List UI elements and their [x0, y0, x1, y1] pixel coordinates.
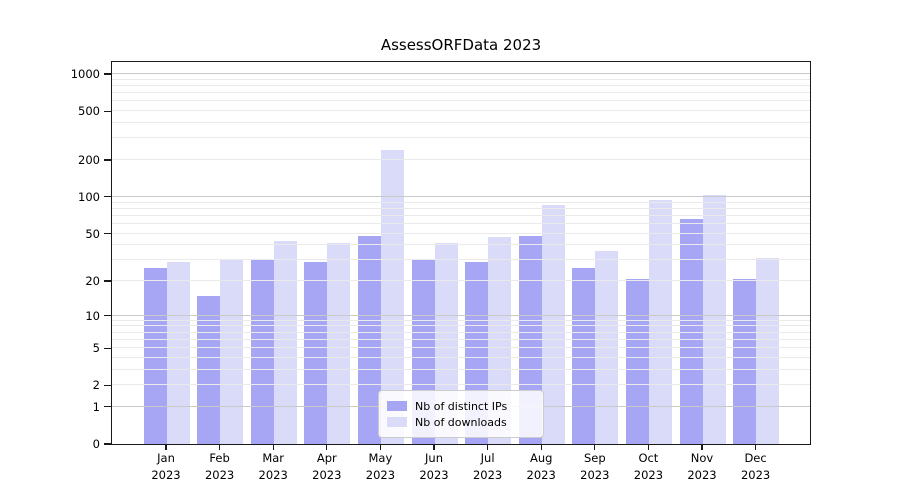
x-tick-aug — [540, 444, 542, 450]
legend-item-downloads: Nb of downloads — [379, 416, 543, 429]
legend-swatch-distinct-ips — [387, 401, 407, 411]
gridline-minor-70 — [112, 214, 810, 216]
legend-swatch-downloads — [387, 417, 407, 427]
x-tick-dec — [755, 444, 757, 450]
y-tick-label-1: 1 — [92, 399, 100, 414]
gridline-minor-5 — [112, 347, 810, 349]
gridline-minor-3 — [112, 368, 810, 370]
y-tick-label-20: 20 — [85, 274, 100, 288]
x-tick-label-jan: Jan 2023 — [151, 451, 181, 482]
y-tick-200 — [104, 159, 111, 161]
y-tick-2 — [104, 384, 111, 386]
bar-distinct-ips-nov — [679, 218, 703, 444]
x-tick-sep — [594, 444, 596, 450]
gridline-major-100 — [112, 195, 810, 197]
gridline-minor-50 — [112, 232, 810, 234]
x-tick-may — [379, 444, 381, 450]
gridline-minor-200 — [112, 159, 810, 160]
gridline-minor-80 — [112, 207, 810, 209]
gridline-minor-400 — [112, 122, 810, 123]
y-tick-1000 — [104, 73, 111, 75]
x-tick-nov — [701, 444, 703, 450]
x-tick-label-jun: Jun 2023 — [419, 451, 449, 482]
y-tick-10 — [104, 315, 111, 317]
x-tick-apr — [326, 444, 328, 450]
y-tick-label-500: 500 — [78, 104, 100, 119]
legend-item-distinct-ips: Nb of distinct IPs — [379, 400, 543, 413]
x-tick-jun — [433, 444, 435, 450]
bar-downloads-mar — [273, 241, 297, 444]
y-tick-label-200: 200 — [78, 153, 100, 167]
gridline-minor-600 — [112, 100, 810, 102]
x-tick-jan — [165, 444, 167, 450]
y-tick-1 — [104, 406, 111, 408]
gridline-minor-800 — [112, 85, 810, 86]
gridline-minor-90 — [112, 201, 810, 203]
bar-distinct-ips-mar — [250, 260, 274, 444]
gridline-minor-8 — [112, 325, 810, 327]
bar-distinct-ips-sep — [572, 267, 596, 444]
x-tick-feb — [219, 444, 221, 450]
gridline-minor-30 — [112, 259, 810, 261]
x-tick-label-feb: Feb 2023 — [204, 451, 235, 482]
gridline-major-10 — [112, 314, 810, 316]
gridline-minor-20 — [112, 280, 810, 281]
x-tick-label-mar: Mar 2023 — [258, 451, 288, 482]
x-tick-label-jul: Jul 2023 — [472, 451, 503, 482]
gridline-minor-9 — [112, 319, 810, 321]
bar-distinct-ips-oct — [625, 278, 649, 444]
x-tick-label-nov: Nov 2023 — [687, 451, 717, 482]
gridline-minor-900 — [112, 78, 810, 80]
x-tick-label-sep: Sep 2023 — [580, 451, 610, 482]
bar-distinct-ips-dec — [733, 278, 757, 444]
y-tick-0 — [104, 443, 111, 445]
bar-distinct-ips-apr — [304, 261, 328, 444]
y-tick-20 — [104, 280, 111, 282]
plot-area: Nb of distinct IPs Nb of downloads — [111, 61, 811, 445]
x-tick-jul — [487, 444, 489, 450]
y-tick-label-5: 5 — [92, 341, 100, 356]
gridline-minor-2 — [112, 384, 810, 386]
gridline-minor-40 — [112, 244, 810, 246]
y-tick-500 — [104, 110, 111, 112]
bar-downloads-nov — [702, 194, 726, 444]
bar-downloads-oct — [648, 199, 672, 444]
y-tick-label-100: 100 — [78, 189, 100, 204]
y-tick-label-2: 2 — [92, 378, 100, 393]
y-tick-label-50: 50 — [85, 226, 100, 241]
bar-downloads-jan — [166, 261, 190, 444]
chart-title: AssessORFData 2023 — [380, 36, 542, 54]
x-tick-oct — [647, 444, 649, 450]
x-tick-mar — [272, 444, 274, 450]
gridline-minor-60 — [112, 222, 810, 224]
x-tick-label-may: May 2023 — [365, 451, 396, 482]
x-tick-label-apr: Apr 2023 — [312, 451, 342, 482]
gridline-minor-700 — [112, 92, 810, 94]
legend: Nb of distinct IPs Nb of downloads — [378, 390, 544, 438]
y-tick-label-1000: 1000 — [70, 67, 100, 81]
gridline-minor-7 — [112, 331, 810, 333]
bar-downloads-feb — [220, 260, 244, 444]
gridline-minor-4 — [112, 356, 810, 358]
y-tick-5 — [104, 347, 111, 349]
legend-label-downloads: Nb of downloads — [415, 415, 507, 429]
legend-label-distinct-ips: Nb of distinct IPs — [415, 399, 508, 413]
x-tick-label-oct: Oct 2023 — [633, 451, 664, 482]
bar-downloads-dec — [756, 258, 780, 444]
bar-distinct-ips-jan — [143, 267, 167, 444]
x-tick-label-aug: Aug 2023 — [526, 451, 556, 482]
y-tick-50 — [104, 232, 111, 235]
y-tick-label-0: 0 — [92, 437, 100, 451]
x-tick-label-dec: Dec 2023 — [740, 451, 771, 482]
gridline-minor-300 — [112, 137, 810, 139]
gridline-minor-6 — [112, 338, 810, 340]
bar-downloads-apr — [327, 242, 351, 444]
gridline-major-1000 — [112, 73, 810, 74]
y-tick-100 — [104, 196, 111, 198]
gridline-minor-500 — [112, 110, 810, 112]
y-tick-label-10: 10 — [85, 308, 100, 323]
